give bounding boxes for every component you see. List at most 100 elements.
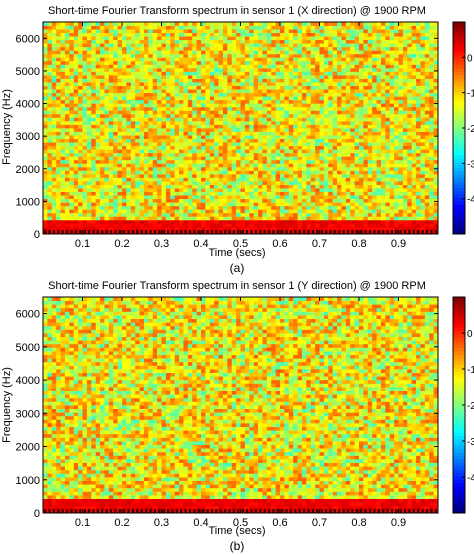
heatmap-cell [420, 103, 426, 108]
heatmap-cell [372, 89, 377, 94]
heatmap-cell [192, 142, 198, 147]
heatmap-cell [122, 156, 127, 161]
heatmap-cell [170, 191, 176, 196]
heatmap-cell [429, 142, 435, 147]
heatmap-cell [148, 166, 154, 171]
heatmap-cell [337, 39, 342, 44]
heatmap-cell [323, 135, 329, 139]
heatmap-cell [293, 75, 298, 79]
heatmap-cell [205, 78, 211, 83]
heatmap-cell [135, 50, 140, 55]
heatmap-cell [174, 166, 180, 171]
heatmap-cell [214, 163, 219, 168]
heatmap-cell [341, 113, 347, 118]
heatmap-cell [64, 67, 70, 72]
heatmap-cell [231, 191, 237, 196]
heatmap-cell [315, 142, 320, 147]
heatmap-cell [152, 219, 158, 224]
heatmap-cell [86, 113, 92, 118]
heatmap-cell [275, 209, 281, 214]
heatmap-cell [266, 138, 272, 143]
heatmap-cell [359, 156, 364, 161]
heatmap-cell [113, 106, 119, 111]
heatmap-cell [402, 177, 408, 182]
heatmap-cell [205, 219, 211, 224]
heatmap-cell [429, 191, 435, 196]
heatmap-cell [43, 142, 48, 147]
heatmap-cell [288, 223, 294, 228]
heatmap-cell [301, 219, 307, 224]
heatmap-cell [130, 113, 136, 118]
heatmap-cell [315, 156, 320, 161]
heatmap-cell [60, 184, 66, 189]
heatmap-cell [240, 120, 246, 125]
heatmap-cell [183, 46, 189, 51]
heatmap-cell [240, 202, 246, 207]
heatmap-cell [319, 39, 325, 44]
heatmap-cell [328, 209, 334, 214]
heatmap-cell [310, 103, 316, 108]
heatmap-cell [187, 113, 193, 118]
heatmap-cell [95, 103, 101, 108]
heatmap-cell [196, 96, 202, 101]
heatmap-cell [323, 188, 329, 192]
heatmap-cell [249, 216, 255, 221]
heatmap-cell [288, 89, 294, 94]
heatmap-cell [249, 163, 255, 168]
heatmap-cell [209, 113, 215, 118]
heatmap-cell [363, 50, 369, 55]
heatmap-cell [56, 156, 61, 161]
heatmap-cell [179, 198, 184, 203]
heatmap-cell [424, 226, 430, 231]
heatmap-cell [323, 85, 329, 90]
heatmap-cell [280, 103, 285, 108]
heatmap-cell [196, 163, 202, 168]
heatmap-cell [244, 173, 250, 178]
heatmap-cell [100, 212, 105, 217]
heatmap-cell [266, 181, 272, 185]
heatmap-cell [108, 36, 114, 41]
heatmap-cell [130, 149, 136, 154]
heatmap-cell [108, 113, 114, 118]
heatmap-cell [170, 209, 176, 214]
heatmap-cell [161, 75, 167, 79]
heatmap-cell [420, 117, 426, 122]
heatmap-cell [117, 135, 123, 139]
heatmap-cell [280, 170, 285, 175]
heatmap-cell [323, 89, 329, 94]
heatmap-cell [179, 219, 184, 224]
heatmap-cell [91, 216, 97, 221]
heatmap-cell [376, 128, 382, 132]
heatmap-cell [398, 113, 404, 118]
heatmap-cell [100, 36, 105, 41]
heatmap-cell [319, 71, 325, 76]
heatmap-cell [218, 156, 224, 161]
heatmap-cell [402, 60, 408, 65]
heatmap-cell [376, 226, 382, 231]
heatmap-cell [262, 195, 268, 200]
heatmap-cell [179, 184, 184, 189]
heatmap-cell [236, 173, 241, 178]
heatmap-cell [411, 170, 417, 175]
heatmap-cell [126, 64, 132, 69]
heatmap-cell [69, 219, 75, 224]
heatmap-cell [165, 173, 171, 178]
heatmap-cell [306, 82, 312, 86]
heatmap-cell [394, 99, 399, 104]
heatmap-cell [367, 181, 373, 185]
heatmap-cell [135, 120, 140, 125]
heatmap-cell [69, 177, 75, 182]
heatmap-cell [363, 67, 369, 72]
heatmap-cell [315, 53, 320, 58]
heatmap-cell [394, 159, 399, 164]
heatmap-cell [214, 75, 219, 79]
heatmap-cell [117, 75, 123, 79]
heatmap-cell [196, 205, 202, 210]
heatmap-cell [113, 166, 119, 171]
heatmap-cell [315, 191, 320, 196]
heatmap-cell [192, 209, 198, 214]
heatmap-cell [280, 163, 285, 168]
heatmap-cell [108, 85, 114, 90]
heatmap-cell [64, 60, 70, 65]
heatmap-cell [205, 67, 211, 72]
